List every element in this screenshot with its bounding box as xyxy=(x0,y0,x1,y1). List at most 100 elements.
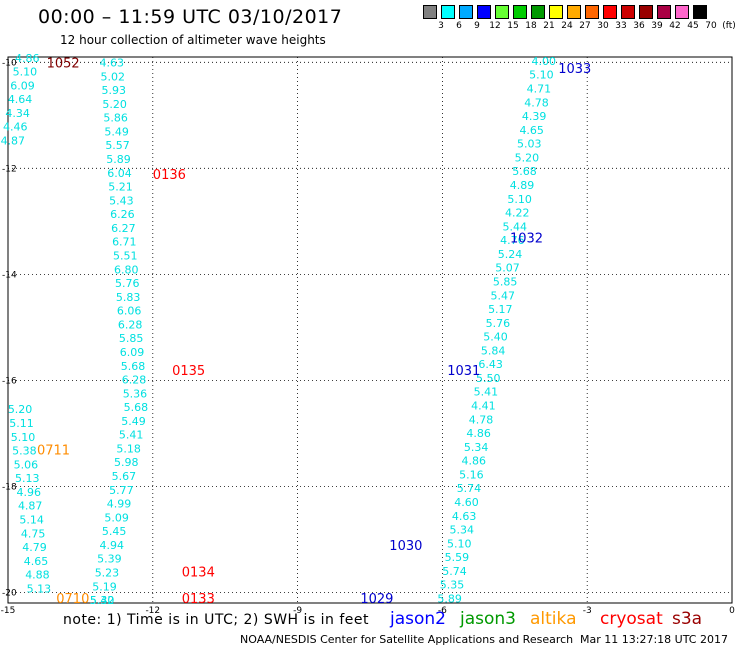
swh-value: 5.68 xyxy=(512,165,537,178)
legend-label: 39 xyxy=(651,21,663,31)
swh-value: 5.03 xyxy=(517,138,542,151)
x-tick-label: -9 xyxy=(293,606,302,616)
y-tick-label: -16 xyxy=(2,376,17,386)
swh-value: 5.77 xyxy=(109,484,134,497)
swh-value: 5.45 xyxy=(102,525,127,538)
swh-value: 5.34 xyxy=(464,441,489,454)
legend-label: 42 xyxy=(669,21,681,31)
legend-label: 36 xyxy=(633,21,645,31)
swh-value: 5.30 xyxy=(90,594,115,607)
legend-label: (ft) xyxy=(722,21,736,31)
legend-swatch xyxy=(639,5,653,19)
swh-value: 5.18 xyxy=(116,442,141,455)
swh-value: 6.28 xyxy=(122,374,147,387)
swh-value: 5.49 xyxy=(121,415,146,428)
swh-value: 5.57 xyxy=(105,139,130,152)
swh-value: 4.86 xyxy=(462,455,487,468)
x-tick-label: -6 xyxy=(438,606,447,616)
swh-value: 5.47 xyxy=(490,289,515,302)
legend-label: 30 xyxy=(597,21,609,31)
swh-value: 5.41 xyxy=(119,429,144,442)
swh-value: 5.10 xyxy=(13,66,38,79)
pass-number-label: 1029 xyxy=(360,592,393,607)
legend-swatch xyxy=(531,5,545,19)
swh-value: 4.34 xyxy=(5,107,30,120)
timestamp-text: Mar 11 13:27:18 UTC 2017 xyxy=(580,633,728,646)
swh-value: 5.20 xyxy=(102,98,127,111)
note-text: note: 1) Time is in UTC; 2) SWH is in fe… xyxy=(63,612,370,628)
y-tick-label: -20 xyxy=(2,588,17,598)
legend-swatch xyxy=(513,5,527,19)
y-tick-label: -10 xyxy=(2,58,17,68)
swh-value: 5.13 xyxy=(15,472,40,485)
pass-number-label: 0136 xyxy=(153,168,186,183)
legend-swatch xyxy=(459,5,473,19)
x-tick-label: -15 xyxy=(1,606,16,616)
page-title: 00:00 – 11:59 UTC 03/10/2017 xyxy=(38,6,343,28)
pass-number-label: 0711 xyxy=(37,444,70,459)
swh-value: 4.46 xyxy=(3,121,28,134)
pass-number-label: 1032 xyxy=(510,232,543,247)
legend-swatch xyxy=(621,5,635,19)
swh-value: 6.06 xyxy=(117,305,142,318)
swh-value: 5.68 xyxy=(121,360,146,373)
legend-swatch xyxy=(495,5,509,19)
swh-value: 5.43 xyxy=(109,194,134,207)
swh-value: 5.68 xyxy=(124,401,149,414)
swh-value: 5.83 xyxy=(116,291,141,304)
swh-value: 5.44 xyxy=(503,220,528,233)
swh-value: 5.36 xyxy=(123,387,148,400)
legend-label: 24 xyxy=(561,21,573,31)
y-tick-label: -18 xyxy=(2,482,17,492)
swh-value: 5.10 xyxy=(507,193,532,206)
swh-value: 6.28 xyxy=(118,318,143,331)
swh-value: 6.09 xyxy=(120,346,145,359)
swh-value: 4.86 xyxy=(15,52,40,65)
legend-swatch xyxy=(567,5,581,19)
credit-text: NOAA/NESDIS Center for Satellite Applica… xyxy=(240,633,574,646)
legend-swatch xyxy=(423,5,437,19)
legend-label: 15 xyxy=(507,21,519,31)
swh-value: 4.78 xyxy=(469,413,494,426)
swh-value: 4.65 xyxy=(24,555,49,568)
swh-value: 4.78 xyxy=(524,96,549,109)
pass-number-label: 1033 xyxy=(558,62,591,77)
swh-value: 4.76 xyxy=(500,234,525,247)
swh-value: 4.63 xyxy=(100,57,125,70)
y-tick-label: -12 xyxy=(2,164,17,174)
swh-value: 4.63 xyxy=(452,510,477,523)
swh-value: 5.09 xyxy=(104,511,129,524)
pass-number-label: 0710 xyxy=(56,592,89,607)
x-tick-label: -3 xyxy=(583,606,592,616)
swh-value: 5.34 xyxy=(449,524,474,537)
pass-number-label: 1030 xyxy=(389,539,422,554)
legend-label: 18 xyxy=(525,21,537,31)
swh-value: 4.60 xyxy=(454,496,479,509)
swh-value: 5.35 xyxy=(440,579,465,592)
x-tick-label: 0 xyxy=(729,606,735,616)
swh-value: 6.09 xyxy=(10,79,35,92)
plot-frame xyxy=(7,56,733,604)
legend-swatch xyxy=(477,5,491,19)
x-tick-label: -12 xyxy=(145,606,160,616)
swh-value: 4.39 xyxy=(522,110,547,123)
legend-swatch xyxy=(585,5,599,19)
swh-value: 5.10 xyxy=(11,431,36,444)
legend-label: 70 xyxy=(705,21,717,31)
swh-value: 5.23 xyxy=(95,566,120,579)
satellite-jason3: jason3 xyxy=(460,609,516,629)
swh-value: 5.89 xyxy=(437,592,462,605)
swh-value: 5.07 xyxy=(495,262,520,275)
swh-value: 5.17 xyxy=(488,303,513,316)
swh-value: 5.74 xyxy=(457,482,482,495)
legend-label: 21 xyxy=(543,21,555,31)
legend-swatch xyxy=(657,5,671,19)
swh-value: 5.85 xyxy=(119,332,144,345)
swh-value: 5.02 xyxy=(100,70,125,83)
pass-number-label: 1052 xyxy=(47,57,80,72)
legend-swatch xyxy=(693,5,707,19)
legend-swatch xyxy=(441,5,455,19)
satellite-s3a: s3a xyxy=(672,609,703,629)
page-subtitle: 12 hour collection of altimeter wave hei… xyxy=(60,33,326,47)
swh-value: 6.27 xyxy=(111,222,136,235)
